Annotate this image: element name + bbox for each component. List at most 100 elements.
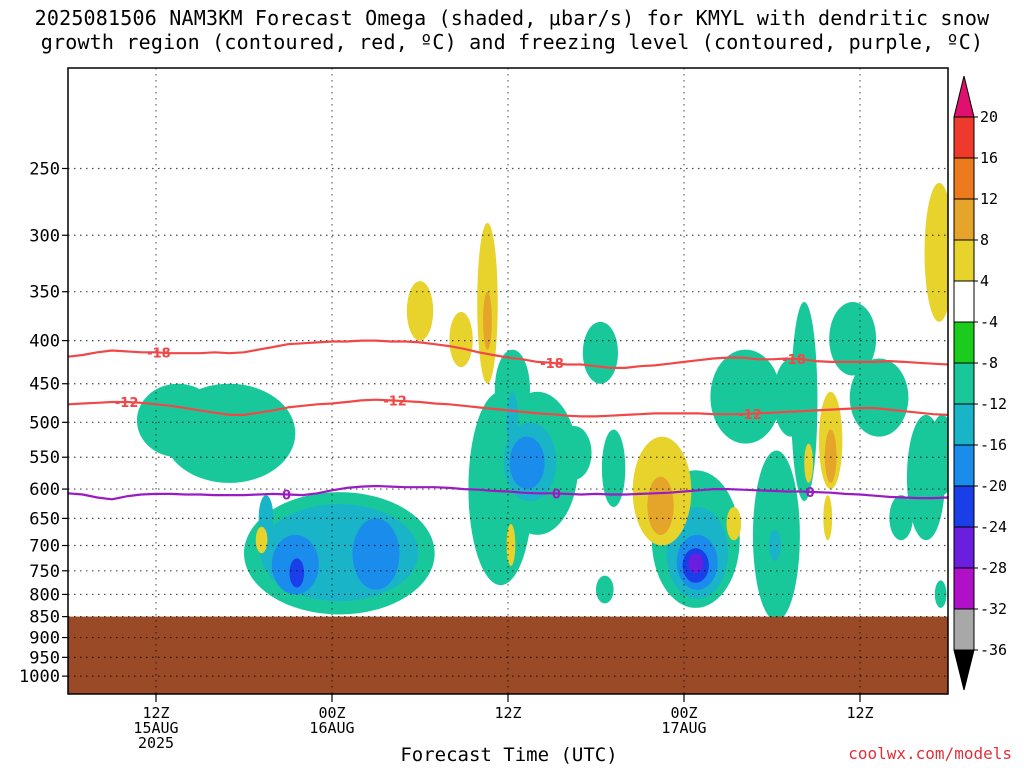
- colorbar-label: -24: [980, 518, 1007, 536]
- colorbar-label: -36: [980, 641, 1007, 659]
- colorbar-label: 16: [980, 149, 998, 167]
- y-tick-label: 900: [29, 629, 60, 649]
- colorbar-bin: [953, 321, 975, 364]
- colorbar-label: -8: [980, 354, 998, 372]
- omega-region-pos8: [483, 291, 492, 350]
- colorbar-bin: [953, 567, 975, 610]
- omega-region-pos4: [406, 281, 434, 341]
- x-tick-label: 15AUG: [133, 719, 178, 737]
- colorbar-label: -32: [980, 600, 1007, 618]
- y-tick-label: 350: [29, 283, 60, 303]
- colorbar-label: -28: [980, 559, 1007, 577]
- omega-region-pos4: [506, 523, 516, 566]
- omega-region-neg12: [506, 391, 519, 451]
- contour-label: 0: [282, 488, 291, 503]
- colorbar-bin: [953, 239, 975, 282]
- x-tick-label: 12Z: [142, 704, 169, 722]
- omega-region-neg8: [928, 414, 948, 496]
- omega-region-neg8: [556, 425, 592, 480]
- contour-line-freezing-level: [68, 484, 948, 501]
- omega-region-pos4: [449, 312, 473, 368]
- terrain-fill: [68, 616, 948, 694]
- colorbar-bin: [953, 198, 975, 241]
- chart-title-line-1: 2025081506 NAM3KM Forecast Omega (shaded…: [34, 6, 990, 30]
- omega-region-neg8: [934, 580, 947, 608]
- omega-region-neg12: [769, 529, 781, 561]
- credit-text: coolwx.com/models: [848, 744, 1012, 763]
- colorbar-bin: [953, 485, 975, 528]
- omega-region-neg8: [601, 429, 626, 507]
- omega-region-neg8: [582, 321, 619, 384]
- colorbar: 20 16 12 8 4 -4 -8 -12 -16 -20 -24 -28 -32 -36: [953, 75, 1007, 691]
- contour-label: -18: [782, 353, 806, 368]
- y-tick-label: 800: [29, 585, 60, 605]
- y-tick-label: 400: [29, 332, 60, 352]
- contour-line-isotherm: [68, 398, 948, 418]
- omega-region-pos8: [824, 429, 837, 483]
- omega-region-neg8: [889, 495, 913, 541]
- contour-label: -12: [738, 408, 762, 423]
- omega-region-neg8: [791, 302, 818, 502]
- omega-region-neg8: [829, 302, 877, 376]
- colorbar-bin: [953, 116, 975, 159]
- omega-region-neg8: [596, 575, 614, 604]
- omega-region-neg8: [849, 358, 909, 437]
- colorbar-label: -12: [980, 395, 1007, 413]
- x-tick-label: 12Z: [846, 704, 873, 722]
- omega-region-neg20: [289, 558, 305, 588]
- y-tick-label: 700: [29, 537, 60, 557]
- y-tick-label: 450: [29, 375, 60, 395]
- omega-region-pos4: [924, 182, 948, 322]
- omega-region-neg16: [352, 518, 400, 590]
- omega-shading: [136, 182, 948, 621]
- colorbar-label: -4: [980, 313, 998, 331]
- colorbar-label: 20: [980, 108, 998, 126]
- contour-label: -18: [540, 357, 564, 372]
- contour-line-isotherm: [68, 339, 948, 369]
- colorbar-bin: [953, 280, 975, 323]
- omega-region-neg24: [688, 553, 704, 574]
- colorbar-label: 8: [980, 231, 989, 249]
- colorbar-bin: [953, 362, 975, 405]
- colorbar-label: 12: [980, 190, 998, 208]
- grid-lines: [68, 68, 948, 694]
- x-tick-label: 16AUG: [309, 719, 354, 737]
- contour-lines: -18 -18 -18 -12 -12 -12 0 0 0: [68, 339, 948, 503]
- colorbar-bin: [953, 526, 975, 569]
- omega-region-pos8: [647, 476, 674, 535]
- colorbar-top-arrow: [953, 75, 975, 118]
- colorbar-bin: [953, 608, 975, 651]
- x-tick-label: 12Z: [494, 704, 521, 722]
- x-tick-label: 00Z: [318, 704, 345, 722]
- omega-region-neg16: [509, 436, 545, 490]
- colorbar-label: -16: [980, 436, 1007, 454]
- colorbar-label: 4: [980, 272, 989, 290]
- y-tick-label: 550: [29, 448, 60, 468]
- omega-region-pos4: [804, 443, 814, 483]
- x-tick-label: 2025: [138, 734, 174, 752]
- omega-region-neg8: [710, 349, 781, 444]
- contour-label: -12: [115, 396, 139, 411]
- omega-region-neg8: [136, 383, 220, 458]
- y-tick-label: 850: [29, 608, 60, 628]
- omega-region-pos4: [726, 506, 742, 541]
- y-tick-label: 500: [29, 413, 60, 433]
- y-tick-label: 950: [29, 648, 60, 668]
- y-tick-label: 650: [29, 509, 60, 529]
- chart-title-line-2: growth region (contoured, red, ºC) and f…: [40, 30, 984, 54]
- x-tick-label: 00Z: [670, 704, 697, 722]
- contour-label: 0: [552, 488, 561, 503]
- omega-region-pos4: [823, 495, 833, 541]
- colorbar-bin: [953, 157, 975, 200]
- colorbar-bottom-arrow: [953, 649, 975, 691]
- y-tick-label: 300: [29, 226, 60, 246]
- colorbar-label: -20: [980, 477, 1007, 495]
- y-tick-label: 600: [29, 480, 60, 500]
- x-tick-label: 17AUG: [661, 719, 706, 737]
- colorbar-bin: [953, 444, 975, 487]
- contour-label: -18: [147, 346, 171, 361]
- y-tick-label: 1000: [19, 667, 60, 687]
- y-tick-label: 250: [29, 159, 60, 179]
